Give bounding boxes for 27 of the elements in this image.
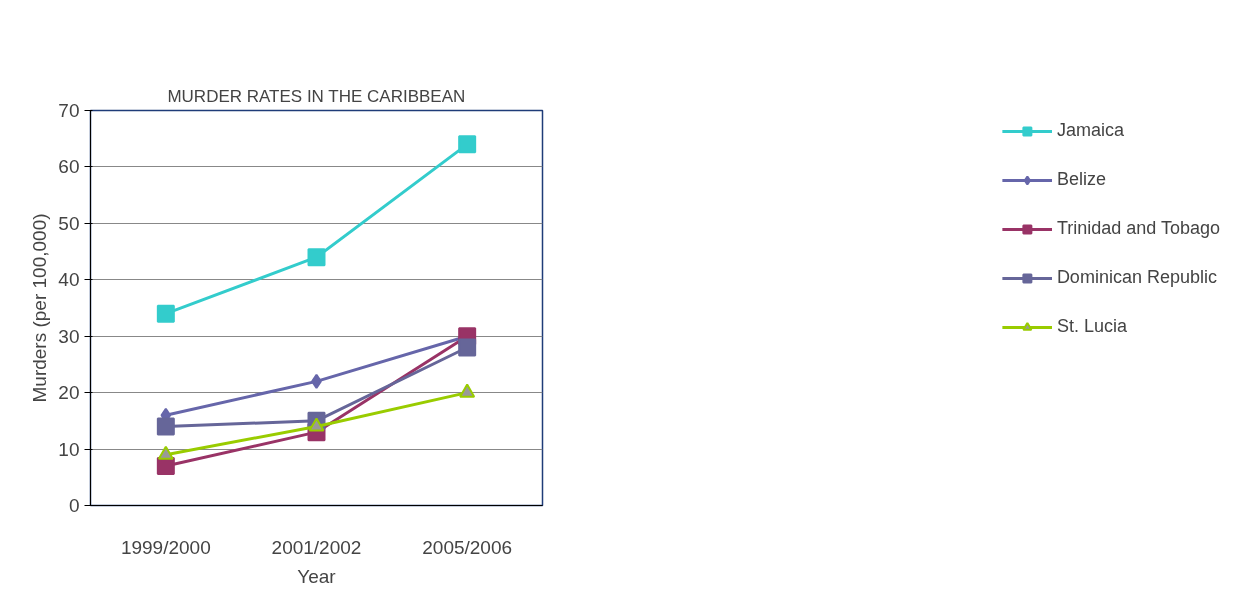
point — [307, 248, 326, 267]
x-tick-label: 1999/2000 — [120, 536, 211, 558]
legend-label: Belize — [1056, 169, 1106, 190]
y-tick-label: 50 — [58, 212, 80, 234]
y-tick-label: 20 — [58, 382, 80, 404]
point — [156, 417, 175, 436]
x-tick-label: 2005/2006 — [422, 536, 513, 558]
point — [458, 338, 477, 357]
legend-label: Trinidad and Tobago — [1056, 218, 1220, 239]
legend-label: Dominican Republic — [1056, 267, 1217, 288]
y-tick-label: 30 — [58, 325, 80, 347]
point — [458, 135, 477, 154]
legend-label: St. Lucia — [1056, 316, 1127, 337]
point — [459, 383, 476, 398]
y-tick-label: 40 — [58, 269, 80, 291]
point — [156, 304, 175, 323]
x-axis-title: Year — [297, 565, 337, 587]
point — [308, 417, 325, 432]
y-tick-label: 60 — [58, 156, 80, 178]
y-tick-label: 0 — [68, 495, 80, 516]
point — [157, 445, 174, 460]
legend-label: Jamaica — [1056, 120, 1124, 141]
chart-title: MURDER RATES IN THE CARIBBEAN — [167, 86, 466, 106]
y-tick-label: 70 — [58, 100, 80, 121]
y-axis-title: Murders (per 100,000) — [29, 213, 51, 403]
y-tick-label: 10 — [58, 438, 80, 460]
x-tick-label: 2001/2002 — [271, 536, 362, 558]
